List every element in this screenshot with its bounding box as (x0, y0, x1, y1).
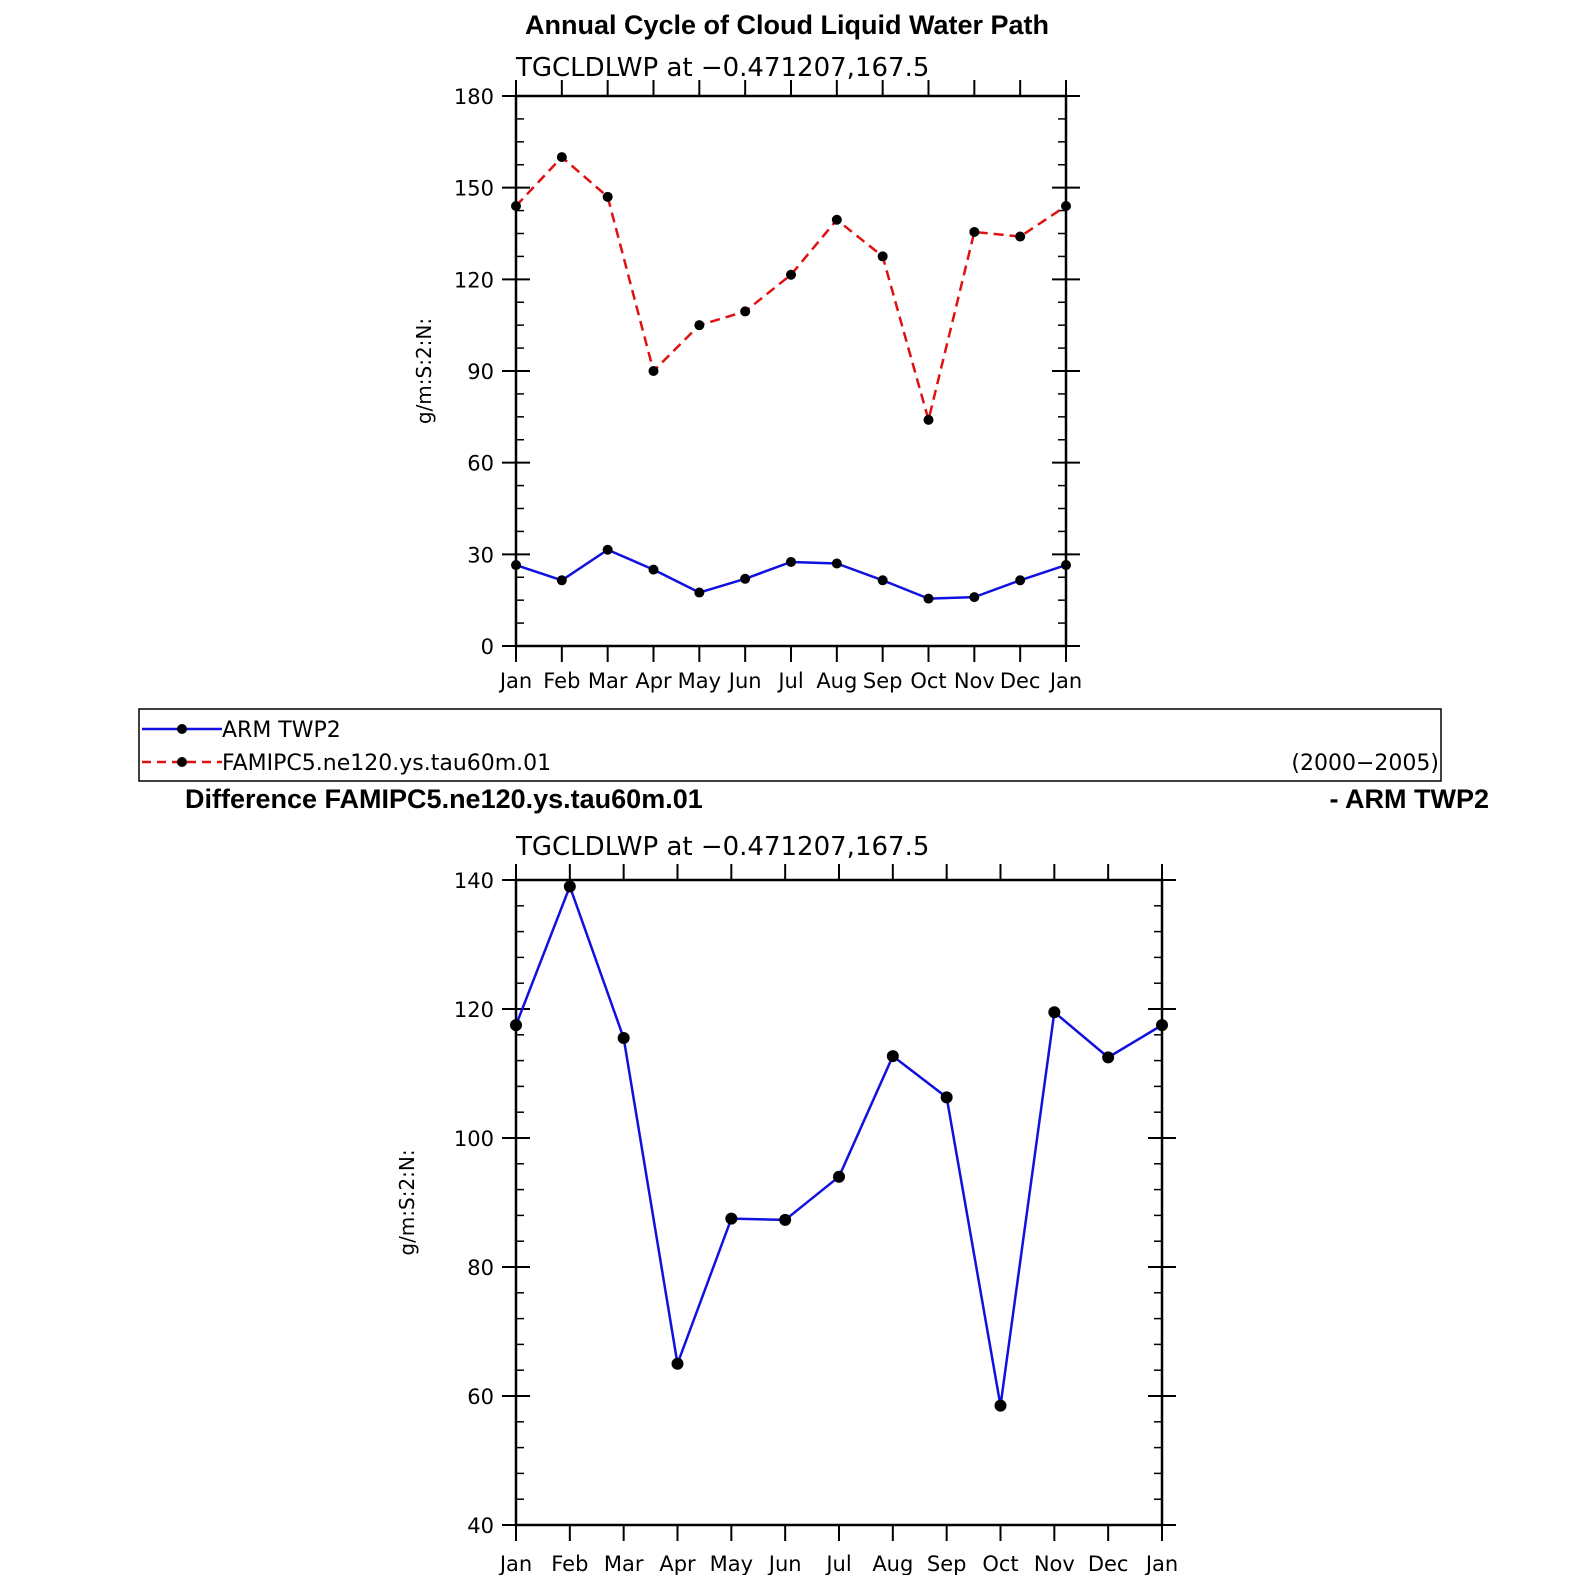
x-tick-label: Jul (824, 1552, 851, 1575)
data-point (1048, 1006, 1061, 1019)
x-tick-label: Nov (1034, 1552, 1075, 1575)
data-point (786, 556, 796, 567)
x-tick-label: Mar (604, 1552, 644, 1575)
x-tick-label: Sep (927, 1552, 967, 1575)
data-point (1156, 1019, 1168, 1032)
data-point (1061, 201, 1071, 211)
y-tick-label: 60 (467, 1385, 494, 1409)
data-point (511, 560, 521, 571)
top-chart: 0 30 60 90 120 150 180 Jan Feb Mar Apr May Jun Jul Aug… (412, 80, 1082, 693)
x-tick-label: Nov (954, 669, 995, 693)
data-point (969, 592, 980, 603)
x-tick-label: Feb (543, 669, 580, 693)
y-axis-label: g/m:S:2:N: (412, 318, 436, 424)
data-point (694, 320, 705, 331)
plot-frame (514, 878, 1164, 1527)
data-point (648, 564, 659, 575)
data-point (694, 587, 705, 598)
series-line (514, 885, 1163, 1407)
data-point (740, 306, 751, 317)
x-tick-label: Dec (1088, 1552, 1129, 1575)
data-point (886, 1050, 899, 1063)
y-tick-label: 180 (454, 85, 494, 109)
legend-label-arm: ARM TWP2 (222, 718, 341, 743)
data-point (831, 558, 842, 569)
y-tick-label: 60 (467, 452, 494, 476)
legend-label-model: FAMIPC5.ne120.ys.tau60m.01 (222, 751, 551, 776)
data-point (510, 1019, 522, 1032)
diff-chart-title-right: - ARM TWP2 (1330, 784, 1489, 814)
diff-chart-subtitle: TGCLDLWP at −0.471207,167.5 (515, 832, 929, 862)
legend-period: (2000−2005) (1291, 751, 1439, 776)
y-tick-label: 40 (467, 1514, 494, 1538)
y-tick-label: 90 (467, 360, 494, 384)
data-point (563, 880, 576, 893)
x-tick-label: Aug (816, 669, 857, 693)
data-point (556, 152, 567, 163)
x-tick-label: Jan (1048, 669, 1082, 693)
legend: ARM TWP2 FAMIPC5.ne120.ys.tau60m.01 (200… (138, 708, 1442, 782)
data-point (602, 544, 613, 555)
data-point (1015, 231, 1026, 242)
data-point (556, 575, 567, 586)
legend-box (138, 708, 1442, 782)
x-tick-label: Jan (498, 1552, 532, 1575)
data-point (648, 366, 659, 376)
data-point (994, 1399, 1007, 1412)
x-tick-label: Jun (727, 669, 762, 693)
x-tick-label: Dec (1000, 669, 1041, 693)
x-tick-label: Sep (863, 669, 903, 693)
data-point (779, 1213, 792, 1226)
y-tick-label: 0 (481, 635, 494, 659)
data-point (1102, 1051, 1115, 1064)
x-tick-label: Feb (551, 1552, 588, 1575)
data-point (671, 1357, 684, 1370)
x-tick-label: Jan (498, 669, 532, 693)
top-chart-subtitle: TGCLDLWP at −0.471207,167.5 (515, 53, 929, 83)
data-point (833, 1170, 845, 1183)
data-point (1015, 575, 1026, 586)
data-point (617, 1032, 630, 1045)
x-tick-label: Aug (872, 1552, 913, 1575)
data-point (877, 575, 888, 586)
diff-chart-title-left: Difference FAMIPC5.ne120.ys.tau60m.01 (185, 784, 703, 814)
x-tick-label: Oct (982, 1552, 1018, 1575)
x-tick-label: Apr (659, 1552, 696, 1575)
legend-marker-arm (177, 724, 187, 734)
data-point (786, 269, 796, 280)
data-point (940, 1091, 953, 1104)
data-point (877, 251, 888, 262)
y-tick-label: 30 (467, 543, 494, 567)
y-axis-label: g/m:S:2:N: (395, 1149, 419, 1255)
x-tick-label: Jun (767, 1552, 802, 1575)
data-point (725, 1212, 738, 1225)
diff-chart: 40 60 80 100 120 140 Jan Feb Mar Apr May Jun Jul Aug S… (395, 864, 1178, 1575)
top-chart-title: Annual Cycle of Cloud Liquid Water Path (525, 10, 1049, 40)
x-tick-label: Mar (588, 669, 628, 693)
data-point (831, 214, 842, 225)
data-point (511, 201, 521, 211)
series-line (515, 155, 1067, 422)
y-tick-label: 120 (454, 268, 494, 292)
x-tick-label: May (678, 669, 721, 693)
data-point (740, 573, 751, 584)
y-tick-label: 150 (454, 177, 494, 201)
x-tick-label: Jul (776, 669, 803, 693)
x-tick-label: Jan (1144, 1552, 1178, 1575)
y-tick-label: 120 (454, 998, 494, 1022)
data-point (923, 593, 934, 604)
y-tick-label: 140 (454, 869, 494, 893)
x-tick-label: May (710, 1552, 753, 1575)
data-point (923, 414, 934, 425)
x-tick-label: Apr (635, 669, 672, 693)
data-point (602, 191, 613, 202)
legend-marker-model (177, 757, 187, 767)
data-point (1061, 560, 1071, 571)
x-tick-label: Oct (910, 669, 946, 693)
y-tick-label: 100 (454, 1127, 494, 1151)
y-tick-label: 80 (467, 1256, 494, 1280)
data-point (969, 226, 980, 237)
